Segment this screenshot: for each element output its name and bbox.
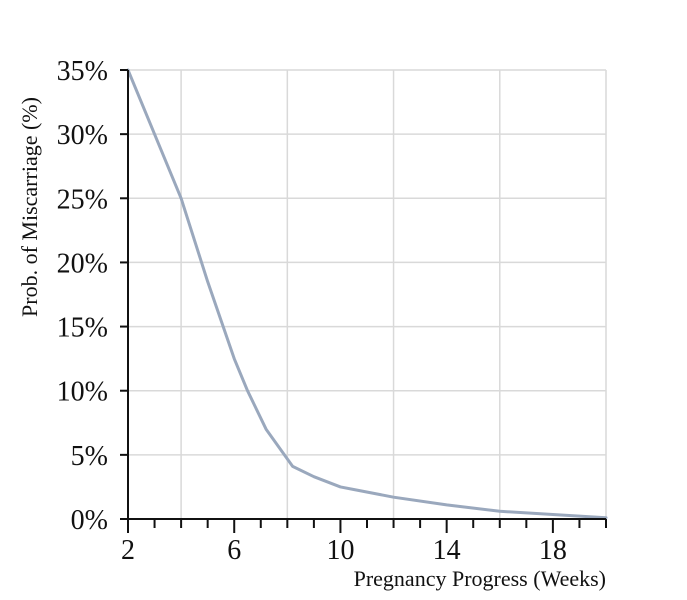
series-line: [126, 68, 608, 520]
x-axis-title: Pregnancy Progress (Weeks): [354, 566, 606, 591]
axes: [120, 69, 607, 533]
y-tick-label: 25%: [57, 184, 108, 215]
y-tick-label: 15%: [57, 313, 108, 344]
x-tick-label: 10: [326, 535, 354, 566]
grid-lines: [127, 69, 607, 520]
y-tick-label: 35%: [57, 56, 108, 87]
y-tick-label: 20%: [57, 248, 108, 279]
tick-labels: 0% 5% 10% 15% 20% 25% 30% 35% 2 6 10 14 18: [57, 56, 567, 566]
y-tick-label: 30%: [57, 120, 108, 151]
y-tick-label: 0%: [71, 505, 108, 536]
y-tick-label: 5%: [71, 441, 108, 472]
x-tick-label: 14: [433, 535, 461, 566]
x-tick-label: 18: [539, 535, 567, 566]
x-tick-label: 6: [227, 535, 241, 566]
y-axis-title: Prob. of Miscarriage (%): [17, 97, 42, 317]
y-tick-label: 10%: [57, 377, 108, 408]
x-tick-label: 2: [121, 535, 135, 566]
series-layer: [126, 68, 608, 520]
